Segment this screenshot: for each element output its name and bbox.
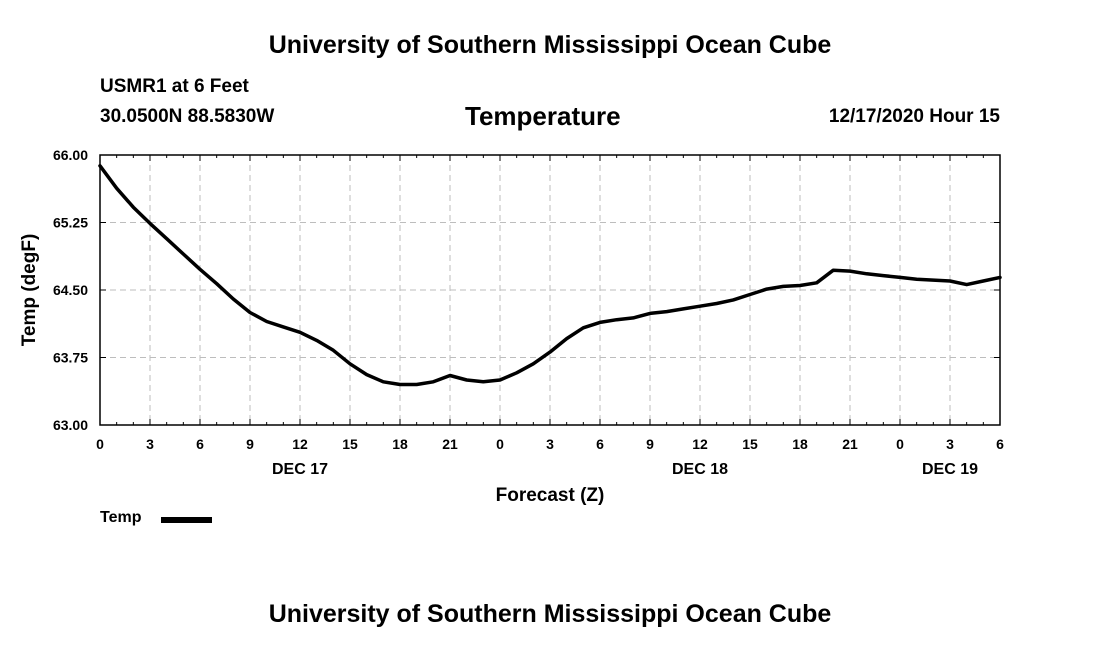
x-tick-label: 15: [342, 436, 358, 452]
footer-title: University of Southern Mississippi Ocean…: [268, 600, 832, 628]
x-tick-label: 12: [692, 436, 708, 452]
x-tick-label: 0: [896, 436, 904, 452]
x-tick-label: 0: [96, 436, 104, 452]
x-tick-label: 21: [842, 436, 858, 452]
legend-swatch: [161, 517, 212, 523]
x-tick-label: 12: [292, 436, 308, 452]
x-tick-label: 6: [196, 436, 204, 452]
x-tick-label: 3: [546, 436, 554, 452]
x-tick-label: 18: [392, 436, 408, 452]
y-tick-label: 66.00: [53, 147, 88, 163]
y-axis-label: Temp (degF): [19, 234, 40, 347]
x-tick-label: 6: [996, 436, 1004, 452]
station-coordinates: 30.0500N 88.5830W: [100, 106, 275, 127]
x-day-label: DEC 19: [922, 461, 978, 478]
x-day-label: DEC 18: [672, 461, 728, 478]
chart-title: Temperature: [465, 101, 621, 131]
forecast-datetime: 12/17/2020 Hour 15: [828, 106, 1000, 127]
series-line-temp: [98, 164, 1002, 387]
y-tick-label: 63.00: [53, 417, 88, 433]
x-tick-label: 3: [946, 436, 954, 452]
legend-label: Temp: [100, 509, 142, 526]
x-tick-label: 6: [596, 436, 604, 452]
x-day-label: DEC 17: [272, 461, 328, 478]
x-tick-label: 0: [496, 436, 504, 452]
x-tick-label: 18: [792, 436, 808, 452]
x-axis-label: Forecast (Z): [496, 485, 605, 506]
x-tick-label: 15: [742, 436, 758, 452]
y-tick-label: 63.75: [53, 350, 88, 366]
page-title: University of Southern Mississippi Ocean…: [268, 31, 832, 59]
x-tick-label: 3: [146, 436, 154, 452]
y-tick-label: 65.25: [53, 215, 88, 231]
y-tick-label: 64.50: [53, 282, 88, 298]
x-tick-label: 9: [246, 436, 254, 452]
x-tick-label: 9: [646, 436, 654, 452]
x-tick-label: 21: [442, 436, 458, 452]
station-label: USMR1 at 6 Feet: [100, 76, 249, 97]
